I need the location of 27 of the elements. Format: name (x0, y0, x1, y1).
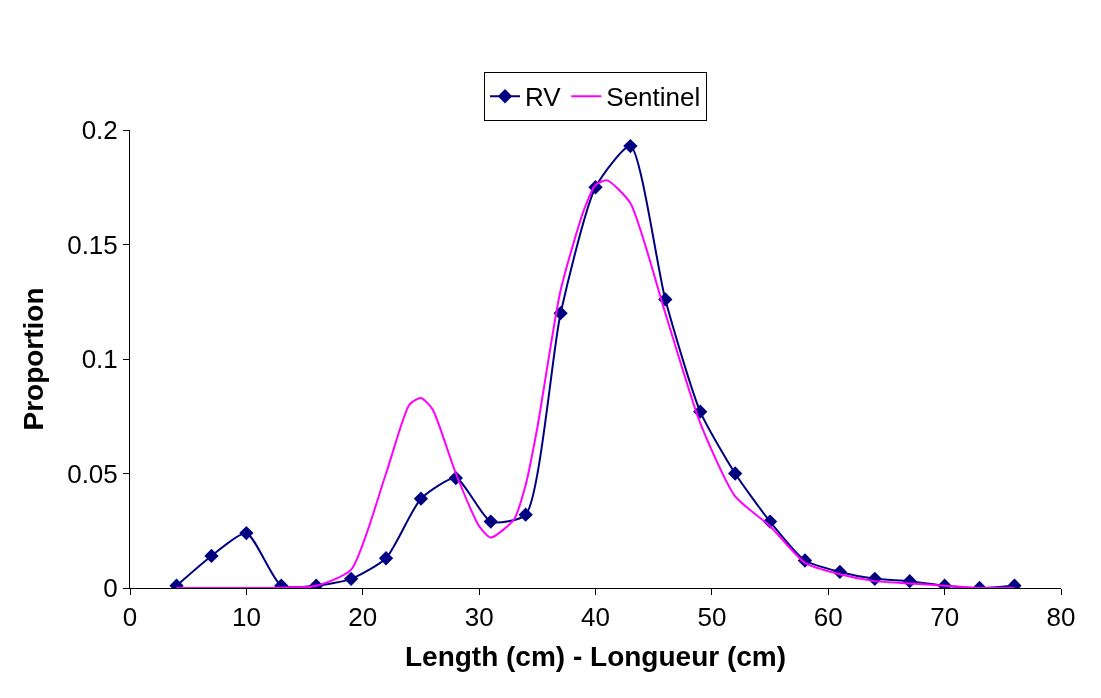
point (413, 491, 429, 506)
x-tick-label: 0 (122, 602, 138, 633)
x-tick-label: 10 (231, 602, 261, 633)
point (204, 548, 219, 564)
x-tick-label: 50 (697, 602, 727, 633)
x-tick-label: 80 (1046, 602, 1076, 633)
point (623, 138, 638, 154)
y-tick-label: 0.1 (81, 344, 118, 375)
point (239, 525, 254, 541)
point (483, 514, 498, 529)
y-tick-label: 0.05 (67, 458, 118, 489)
y-tick-label: 0.2 (81, 115, 118, 146)
y-tick-label: 0.15 (67, 229, 118, 260)
point (343, 571, 359, 586)
x-tick-label: 20 (348, 602, 378, 633)
x-axis-title: Length (cm) - Longueur (cm) (404, 641, 787, 673)
legend-label: RV (525, 82, 562, 113)
x-tick-label: 30 (464, 602, 494, 633)
point (378, 551, 394, 566)
point (518, 507, 533, 522)
x-tick-label: 70 (930, 602, 960, 633)
x-tick-label: 40 (581, 602, 610, 633)
x-tick-label: 60 (813, 602, 843, 633)
y-axis-title: Proportion (17, 287, 49, 431)
legend-label: Sentinel (606, 82, 701, 113)
y-tick-label: 0 (103, 573, 118, 604)
point (728, 466, 743, 481)
